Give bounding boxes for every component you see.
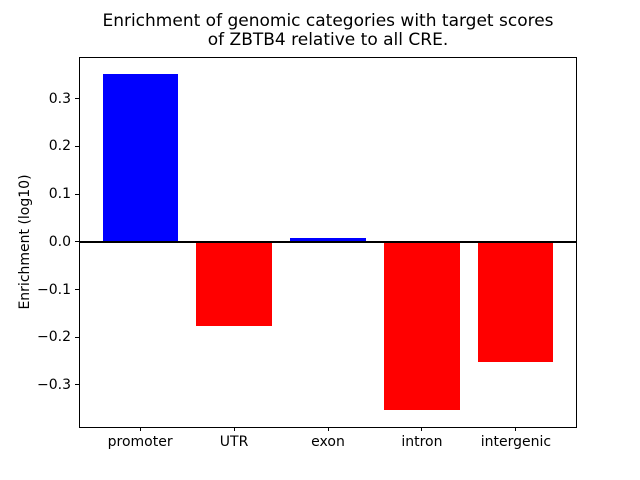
y-tick-label: 0.2	[48, 138, 71, 155]
y-tick-label: −0.2	[37, 329, 71, 346]
plot-area	[79, 57, 577, 428]
bar-intron	[384, 241, 460, 411]
y-tick-label: 0.0	[48, 233, 71, 250]
y-tick-mark	[75, 193, 79, 195]
bar-exon	[290, 238, 366, 242]
y-tick-label: −0.3	[37, 376, 71, 393]
bar-promoter	[102, 73, 178, 242]
bar-intergenic	[478, 241, 554, 363]
y-tick-mark	[75, 384, 79, 386]
x-tick-label-UTR: UTR	[219, 434, 249, 450]
x-tick-label-exon: exon	[311, 434, 345, 450]
x-tick-label-promoter: promoter	[107, 434, 173, 450]
y-tick-label: 0.3	[48, 90, 71, 107]
x-tick-mark	[515, 427, 517, 431]
x-tick-label-intergenic: intergenic	[480, 434, 552, 450]
x-tick-label-intron: intron	[401, 434, 443, 450]
bar-UTR	[196, 241, 272, 327]
y-tick-mark	[75, 98, 79, 100]
y-tick-label: −0.1	[37, 281, 71, 298]
y-tick-mark	[75, 241, 79, 243]
y-tick-label: 0.1	[48, 186, 71, 203]
x-tick-mark	[421, 427, 423, 431]
y-tick-mark	[75, 336, 79, 338]
chart-title: Enrichment of genomic categories with ta…	[102, 11, 554, 50]
y-tick-mark	[75, 145, 79, 147]
x-tick-mark	[139, 427, 141, 431]
y-tick-mark	[75, 289, 79, 291]
x-tick-mark	[233, 427, 235, 431]
x-tick-mark	[327, 427, 329, 431]
zero-line	[80, 240, 576, 243]
